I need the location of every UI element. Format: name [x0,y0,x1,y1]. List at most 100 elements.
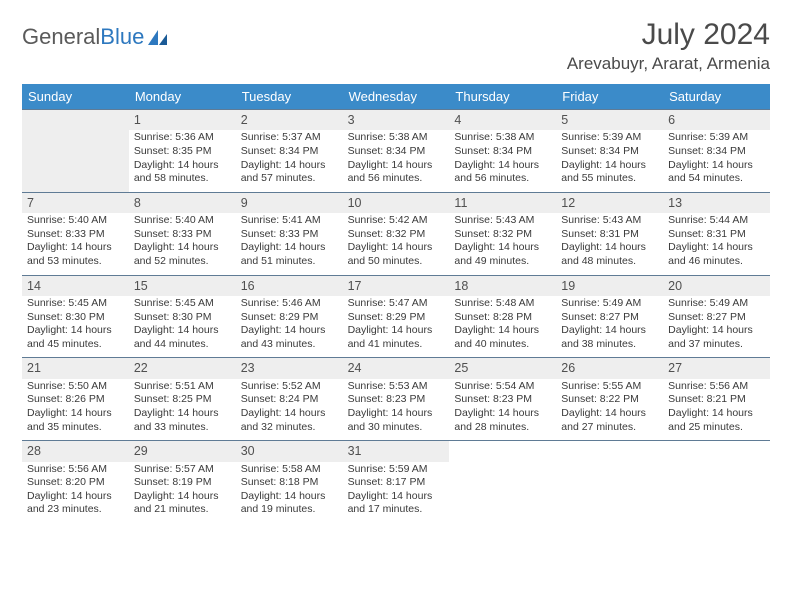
sunset-text: Sunset: 8:21 PM [668,393,765,407]
sunset-text: Sunset: 8:35 PM [134,145,231,159]
daylight-text: Daylight: 14 hours and 25 minutes. [668,407,765,434]
daylight-text: Daylight: 14 hours and 43 minutes. [241,324,338,351]
day-number: 1 [129,110,236,130]
sunset-text: Sunset: 8:34 PM [241,145,338,159]
daylight-text: Daylight: 14 hours and 46 minutes. [668,241,765,268]
daylight-text: Daylight: 14 hours and 19 minutes. [241,490,338,517]
day-number: 4 [449,110,556,130]
sunset-text: Sunset: 8:32 PM [454,228,551,242]
daylight-text: Daylight: 14 hours and 44 minutes. [134,324,231,351]
sunset-text: Sunset: 8:34 PM [348,145,445,159]
day-number: 30 [236,441,343,461]
day-number: 24 [343,358,450,378]
day-cell: 18Sunrise: 5:48 AMSunset: 8:28 PMDayligh… [449,275,556,358]
day-cell: 17Sunrise: 5:47 AMSunset: 8:29 PMDayligh… [343,275,450,358]
sunset-text: Sunset: 8:27 PM [561,311,658,325]
day-number: 2 [236,110,343,130]
sunset-text: Sunset: 8:24 PM [241,393,338,407]
day-cell: 30 Sunrise: 5:58 AMSunset: 8:18 PMDayligh… [236,440,343,523]
dow-header: Tuesday [236,84,343,109]
daylight-text: Daylight: 14 hours and 38 minutes. [561,324,658,351]
daylight-text: Daylight: 14 hours and 41 minutes. [348,324,445,351]
day-number: 9 [236,193,343,213]
sunrise-text: Sunrise: 5:37 AM [241,131,338,145]
sunrise-text: Sunrise: 5:48 AM [454,297,551,311]
day-number: 16 [236,276,343,296]
day-number: 29 [129,441,236,461]
day-cell: 14Sunrise: 5:45 AMSunset: 8:30 PMDayligh… [22,275,129,358]
day-number: 18 [449,276,556,296]
sunset-text: Sunset: 8:32 PM [348,228,445,242]
sunrise-text: Sunrise: 5:38 AM [454,131,551,145]
daylight-text: Daylight: 14 hours and 49 minutes. [454,241,551,268]
day-number: 14 [22,276,129,296]
daylight-text: Daylight: 14 hours and 54 minutes. [668,159,765,186]
sunrise-text: Sunrise: 5:52 AM [241,380,338,394]
day-cell: 15Sunrise: 5:45 AMSunset: 8:30 PMDayligh… [129,275,236,358]
dow-header: Monday [129,84,236,109]
day-number: 13 [663,193,770,213]
day-number: 8 [129,193,236,213]
daylight-text: Daylight: 14 hours and 50 minutes. [348,241,445,268]
logo-sail-icon [147,28,169,46]
sunset-text: Sunset: 8:18 PM [241,476,338,490]
day-number: 19 [556,276,663,296]
sunrise-text: Sunrise: 5:43 AM [561,214,658,228]
sunrise-text: Sunrise: 5:47 AM [348,297,445,311]
day-number: 31 [343,441,450,461]
sunset-text: Sunset: 8:34 PM [668,145,765,159]
sunrise-text: Sunrise: 5:51 AM [134,380,231,394]
day-cell: 2Sunrise: 5:37 AMSunset: 8:34 PMDaylight… [236,109,343,192]
daylight-text: Daylight: 14 hours and 40 minutes. [454,324,551,351]
sunrise-text: Sunrise: 5:58 AM [241,463,338,477]
day-cell: 28Sunrise: 5:56 AMSunset: 8:20 PMDayligh… [22,440,129,523]
daylight-text: Daylight: 14 hours and 45 minutes. [27,324,124,351]
sunset-text: Sunset: 8:31 PM [668,228,765,242]
calendar-grid: SundayMondayTuesdayWednesdayThursdayFrid… [22,84,770,523]
dow-header: Saturday [663,84,770,109]
sunset-text: Sunset: 8:29 PM [348,311,445,325]
sunset-text: Sunset: 8:23 PM [348,393,445,407]
daylight-text: Daylight: 14 hours and 33 minutes. [134,407,231,434]
sunrise-text: Sunrise: 5:56 AM [668,380,765,394]
sunrise-text: Sunrise: 5:54 AM [454,380,551,394]
sunrise-text: Sunrise: 5:59 AM [348,463,445,477]
day-cell: 1Sunrise: 5:36 AMSunset: 8:35 PMDaylight… [129,109,236,192]
day-cell: 6Sunrise: 5:39 AMSunset: 8:34 PMDaylight… [663,109,770,192]
sunset-text: Sunset: 8:30 PM [134,311,231,325]
sunrise-text: Sunrise: 5:38 AM [348,131,445,145]
dow-header: Thursday [449,84,556,109]
day-cell: 31Sunrise: 5:59 AMSunset: 8:17 PMDayligh… [343,440,450,523]
day-cell: 5Sunrise: 5:39 AMSunset: 8:34 PMDaylight… [556,109,663,192]
daylight-text: Daylight: 14 hours and 52 minutes. [134,241,231,268]
day-cell: 7Sunrise: 5:40 AMSunset: 8:33 PMDaylight… [22,192,129,275]
logo: GeneralBlue [22,24,169,50]
sunset-text: Sunset: 8:26 PM [27,393,124,407]
day-cell: 22Sunrise: 5:51 AMSunset: 8:25 PMDayligh… [129,357,236,440]
sunset-text: Sunset: 8:29 PM [241,311,338,325]
daylight-text: Daylight: 14 hours and 23 minutes. [27,490,124,517]
sunrise-text: Sunrise: 5:56 AM [27,463,124,477]
logo-text-blue: Blue [100,24,144,50]
sunset-text: Sunset: 8:34 PM [561,145,658,159]
location: Arevabuyr, Ararat, Armenia [567,54,770,74]
daylight-text: Daylight: 14 hours and 56 minutes. [348,159,445,186]
day-number: 11 [449,193,556,213]
daylight-text: Daylight: 14 hours and 53 minutes. [27,241,124,268]
day-number: 6 [663,110,770,130]
day-number: 21 [22,358,129,378]
sunset-text: Sunset: 8:27 PM [668,311,765,325]
empty-cell [663,440,770,523]
sunrise-text: Sunrise: 5:49 AM [561,297,658,311]
day-cell: 26Sunrise: 5:55 AMSunset: 8:22 PMDayligh… [556,357,663,440]
daylight-text: Daylight: 14 hours and 17 minutes. [348,490,445,517]
day-cell: 19Sunrise: 5:49 AMSunset: 8:27 PMDayligh… [556,275,663,358]
sunrise-text: Sunrise: 5:55 AM [561,380,658,394]
day-number: 17 [343,276,450,296]
day-cell: 24Sunrise: 5:53 AMSunset: 8:23 PMDayligh… [343,357,450,440]
day-number: 12 [556,193,663,213]
day-number: 5 [556,110,663,130]
day-number: 22 [129,358,236,378]
day-cell: 9Sunrise: 5:41 AMSunset: 8:33 PMDaylight… [236,192,343,275]
day-number: 27 [663,358,770,378]
